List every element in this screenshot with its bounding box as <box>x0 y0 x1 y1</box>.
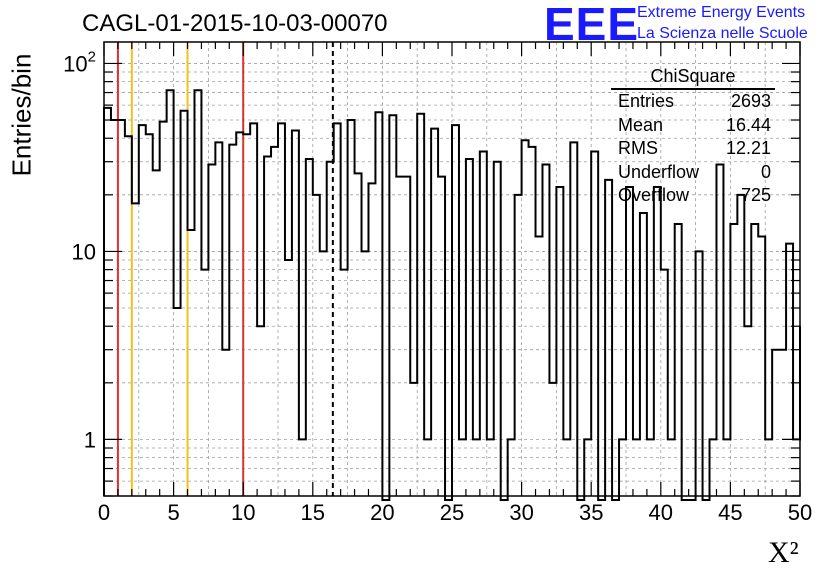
x-tick-label: 25 <box>440 500 464 525</box>
x-tick-label: 35 <box>579 500 603 525</box>
histogram-series <box>103 89 801 501</box>
y-tick-labels: 1 10 102 <box>63 48 96 452</box>
y-axis-label-wrap: Entries/bin <box>4 40 40 190</box>
x-axis-label: X² <box>768 536 799 569</box>
stats-label: RMS <box>618 138 658 158</box>
y-tick-label: 102 <box>63 48 96 76</box>
x-tick-label: 30 <box>509 500 533 525</box>
y-tick-label: 1 <box>84 427 96 452</box>
x-tick-label: 15 <box>301 500 325 525</box>
logo-line-2: La Scienza nelle Scuole <box>637 25 808 42</box>
y-axis-label: Entries/bin <box>6 53 37 177</box>
x-tick-label: 0 <box>98 500 110 525</box>
x-tick-label: 40 <box>649 500 673 525</box>
stats-label: Mean <box>618 114 664 135</box>
x-tick-label: 5 <box>167 500 179 525</box>
reference-lines <box>116 42 334 496</box>
stats-value: 0 <box>760 161 771 182</box>
x-tick-label: 50 <box>788 500 812 525</box>
y-tick-label: 10 <box>72 239 96 264</box>
stats-label: Overflow <box>618 185 690 205</box>
axis-ticks <box>103 42 801 497</box>
stats-value: 12.21 <box>725 138 771 158</box>
stats-label: Underflow <box>618 161 700 182</box>
stats-value: 16.44 <box>725 114 771 135</box>
stats-row-mean: Mean 16.44 <box>611 114 775 138</box>
x-tick-labels: 0 5 10 15 20 25 30 35 40 45 50 <box>98 500 812 525</box>
logo-mark: EEE <box>544 0 640 50</box>
stats-row-rms: RMS 12.21 <box>611 137 775 161</box>
x-tick-label: 20 <box>370 500 394 525</box>
x-tick-label: 10 <box>231 500 255 525</box>
stats-row-entries: Entries 2693 <box>611 90 775 114</box>
stats-value: 725 <box>740 185 771 205</box>
stats-box: ChiSquare Entries 2693 Mean 16.44 RMS 12… <box>611 64 775 208</box>
histogram-line <box>103 89 801 501</box>
stats-row-overflow: Overflow 725 <box>611 184 775 208</box>
stats-row-underflow: Underflow 0 <box>611 161 775 185</box>
logo-line-1: Extreme Energy Events <box>637 4 806 21</box>
x-tick-label: 45 <box>718 500 742 525</box>
stats-label: Entries <box>618 91 675 111</box>
stats-value: 2693 <box>730 91 771 111</box>
chart-title: CAGL-01-2015-10-03-00070 <box>82 10 388 37</box>
stats-title: ChiSquare <box>611 64 775 90</box>
